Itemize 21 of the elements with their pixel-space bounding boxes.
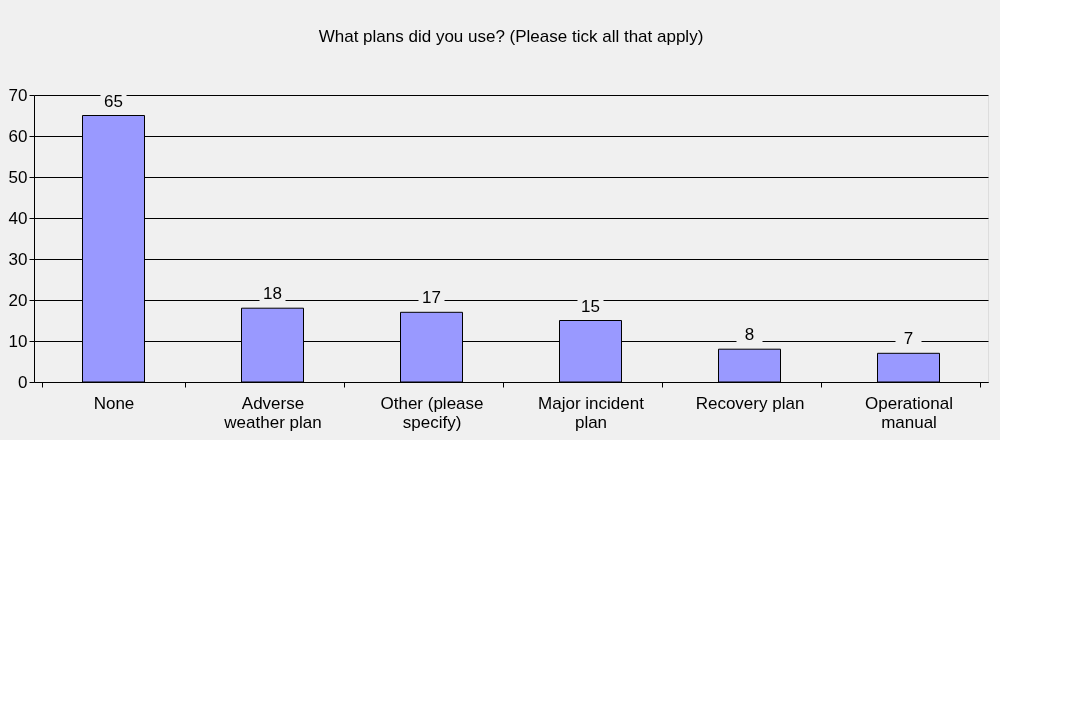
y-tick-label: 50 <box>8 167 28 187</box>
y-tick-label: 60 <box>8 126 28 146</box>
data-label: 8 <box>744 325 755 345</box>
x-tick-label: Operational manual <box>865 393 953 432</box>
data-label: 65 <box>104 91 123 111</box>
x-tick-label: Adverse weather plan <box>223 393 322 432</box>
data-label: 15 <box>581 296 600 316</box>
data-label: 18 <box>263 284 282 304</box>
x-tick-label: Recovery plan <box>695 393 805 413</box>
y-tick-label: 30 <box>8 249 28 269</box>
x-tick-label: Major incident plan <box>538 393 645 432</box>
data-label: 17 <box>422 288 441 308</box>
chart-title: What plans did you use? (Please tick all that apply) <box>318 27 704 46</box>
y-tick-label: 0 <box>18 372 28 392</box>
data-label: 7 <box>903 329 914 349</box>
y-tick-label: 70 <box>8 85 28 105</box>
y-tick-label: 20 <box>8 290 28 310</box>
x-tick-label: None <box>93 393 135 413</box>
x-tick-label: Other (please specify) <box>380 393 484 432</box>
y-tick-label: 10 <box>8 331 28 351</box>
y-tick-label: 40 <box>8 208 28 228</box>
